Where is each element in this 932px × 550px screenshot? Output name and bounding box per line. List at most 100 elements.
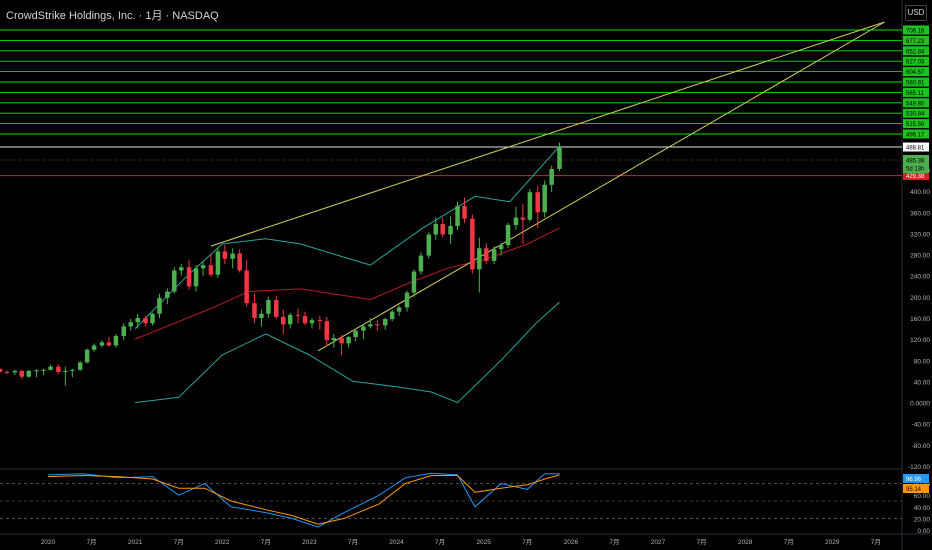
candle-body xyxy=(230,253,235,259)
x-tick-label: 2022 xyxy=(215,539,230,546)
candle-body xyxy=(513,217,519,225)
candle-body xyxy=(215,251,221,275)
candle-body xyxy=(186,267,192,287)
candle-body xyxy=(165,291,170,298)
y-tick-label: 320.00 xyxy=(910,231,930,238)
candle-body xyxy=(143,318,148,324)
y-tick-label: 360.00 xyxy=(910,210,930,217)
x-tick-label: 2024 xyxy=(389,539,404,546)
candle-body xyxy=(63,370,68,372)
band-line xyxy=(135,301,560,404)
candle-body xyxy=(440,223,445,235)
candle-body xyxy=(484,248,489,261)
x-tick-label: 7月 xyxy=(784,538,794,546)
candle-body xyxy=(128,322,133,327)
red-level-tag xyxy=(903,171,929,181)
x-tick-label: 7月 xyxy=(435,538,445,546)
x-tick-label: 2026 xyxy=(564,539,579,546)
candle-body xyxy=(208,265,214,275)
candle-body xyxy=(295,314,301,316)
red-level-label: 429.38 xyxy=(906,174,925,180)
currency-button[interactable]: USD xyxy=(905,5,927,21)
x-tick-label: 2023 xyxy=(302,539,317,546)
candle-body xyxy=(404,292,410,308)
candle-body xyxy=(280,316,286,325)
x-tick-label: 2020 xyxy=(41,539,56,546)
candle-body xyxy=(200,265,206,269)
candle-body xyxy=(34,370,39,372)
oscillator-line xyxy=(47,474,560,525)
candle-body xyxy=(0,368,3,372)
x-tick-label: 7月 xyxy=(696,538,706,546)
candle-body xyxy=(418,255,424,272)
x-tick-label: 2025 xyxy=(476,539,491,546)
oscillator-y-tick-label: 0.00 xyxy=(917,528,930,535)
last-price-tag xyxy=(903,155,929,173)
candle-body xyxy=(237,253,242,271)
candle-body xyxy=(542,184,547,213)
candle-body xyxy=(462,205,467,219)
x-tick-label: 7月 xyxy=(348,538,358,546)
candle-body xyxy=(389,311,395,320)
candle-body xyxy=(498,245,504,250)
candle-body xyxy=(309,320,315,324)
candle-body xyxy=(135,318,140,323)
oscillator-y-tick-label: 20.00 xyxy=(914,516,931,523)
candle-body xyxy=(448,226,453,235)
level-price-label: 530.84 xyxy=(906,112,925,118)
candle-body xyxy=(382,319,388,326)
oscillator-value-tag-orange xyxy=(903,484,929,493)
countdown-label: 5d 13h xyxy=(906,167,924,173)
level-price-tag xyxy=(903,67,929,77)
candle-body xyxy=(12,370,18,373)
y-tick-label: 0.0000 xyxy=(910,401,930,408)
y-tick-label: 40.00 xyxy=(914,379,931,386)
level-price-tag xyxy=(903,129,929,139)
y-tick-label: 160.00 xyxy=(910,316,930,323)
candle-body xyxy=(121,326,127,336)
candle-body xyxy=(505,224,511,246)
level-price-label: 604.67 xyxy=(906,70,925,76)
level-price-tag xyxy=(903,25,929,35)
x-tick-label: 7月 xyxy=(871,538,881,546)
x-tick-label: 7月 xyxy=(609,538,619,546)
candle-body xyxy=(157,297,162,314)
candle-body xyxy=(172,270,177,292)
candle-body xyxy=(113,335,119,346)
candle-body xyxy=(549,168,554,185)
candle-body xyxy=(324,321,330,341)
candle-body xyxy=(375,324,380,326)
level-price-tag xyxy=(903,56,929,66)
y-tick-label: -80.00 xyxy=(912,443,931,450)
candle-body xyxy=(520,217,526,220)
candle-body xyxy=(331,338,337,341)
candle-body xyxy=(287,314,293,325)
level-price-label: 549.80 xyxy=(906,101,925,107)
y-tick-label: 120.00 xyxy=(910,337,930,344)
x-tick-label: 2029 xyxy=(825,539,840,546)
candle-body xyxy=(346,337,351,344)
candle-body xyxy=(302,315,308,324)
candle-body xyxy=(252,303,257,318)
candle-body xyxy=(244,270,249,304)
candle-body xyxy=(455,205,460,227)
candle-body xyxy=(41,369,46,371)
x-tick-label: 7月 xyxy=(522,538,532,546)
level-price-tag xyxy=(903,35,929,45)
level-price-label: 677.23 xyxy=(906,39,925,45)
trendline xyxy=(210,21,885,247)
candle-body xyxy=(339,338,344,344)
level-price-tag xyxy=(903,87,929,97)
candle-body xyxy=(411,271,417,293)
candle-body xyxy=(477,248,482,270)
white-level-label: 488.81 xyxy=(906,146,925,152)
y-tick-label: 400.00 xyxy=(910,189,930,196)
y-tick-label: 200.00 xyxy=(910,295,930,302)
white-level-tag xyxy=(903,142,929,152)
candle-body xyxy=(91,345,97,350)
x-tick-label: 2027 xyxy=(651,539,666,546)
candle-body xyxy=(368,324,373,327)
candle-body xyxy=(353,330,358,338)
candle-body xyxy=(26,370,32,377)
